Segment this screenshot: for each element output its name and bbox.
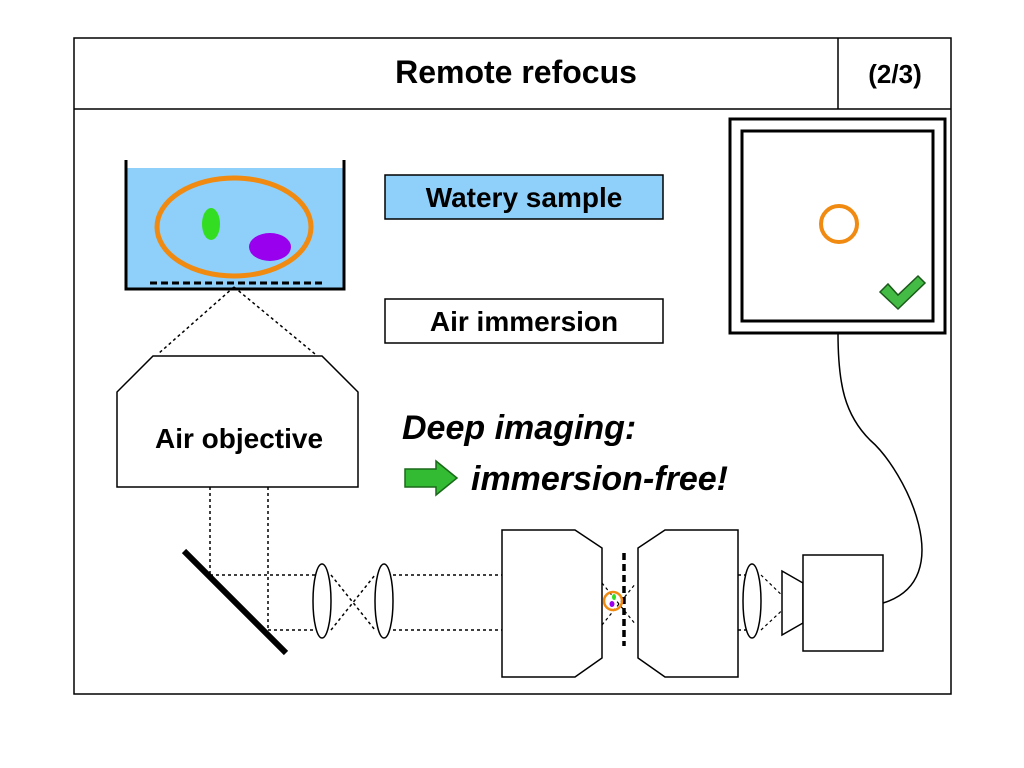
remote-objective-1 bbox=[501, 529, 603, 678]
remote-purple-cell bbox=[609, 601, 615, 607]
air-immersion-label: Air immersion bbox=[430, 306, 618, 337]
slide-title: Remote refocus bbox=[395, 54, 637, 90]
sample-outline bbox=[154, 175, 314, 279]
monitor-sample-image bbox=[819, 204, 859, 244]
right-arrow-icon bbox=[404, 459, 459, 497]
deep-imaging-text: Deep imaging: bbox=[402, 409, 636, 447]
focus-cone-left bbox=[157, 286, 235, 355]
watery-sample-label: Watery sample bbox=[426, 182, 623, 213]
green-cell bbox=[202, 208, 220, 240]
checkmark-icon bbox=[878, 274, 927, 311]
monitor-screen bbox=[740, 129, 935, 323]
relay-lens-2 bbox=[374, 563, 394, 639]
page-indicator: (2/3) bbox=[868, 59, 921, 89]
watery-sample-box bbox=[384, 174, 664, 220]
relay-lens-1 bbox=[312, 563, 332, 639]
air-objective-label: Air objective bbox=[155, 423, 323, 454]
sample-dish bbox=[124, 160, 346, 291]
remote-sample-image bbox=[602, 590, 624, 612]
purple-cell bbox=[249, 233, 291, 261]
camera-lens-mount bbox=[781, 569, 804, 637]
immersion-free-text: immersion-free! bbox=[471, 460, 728, 498]
remote-green-cell bbox=[612, 594, 616, 600]
remote-objective-2 bbox=[637, 529, 739, 678]
air-objective bbox=[116, 355, 359, 488]
dish-walls bbox=[124, 160, 346, 291]
water-fill bbox=[127, 168, 343, 289]
mirror bbox=[181, 548, 289, 656]
camera-cable bbox=[837, 332, 923, 604]
air-immersion-box bbox=[384, 298, 664, 344]
tube-lens-cone-2 bbox=[760, 602, 791, 631]
tube-lens-cone-1 bbox=[760, 574, 791, 604]
tube-lens bbox=[742, 563, 762, 639]
camera-body bbox=[802, 554, 884, 652]
